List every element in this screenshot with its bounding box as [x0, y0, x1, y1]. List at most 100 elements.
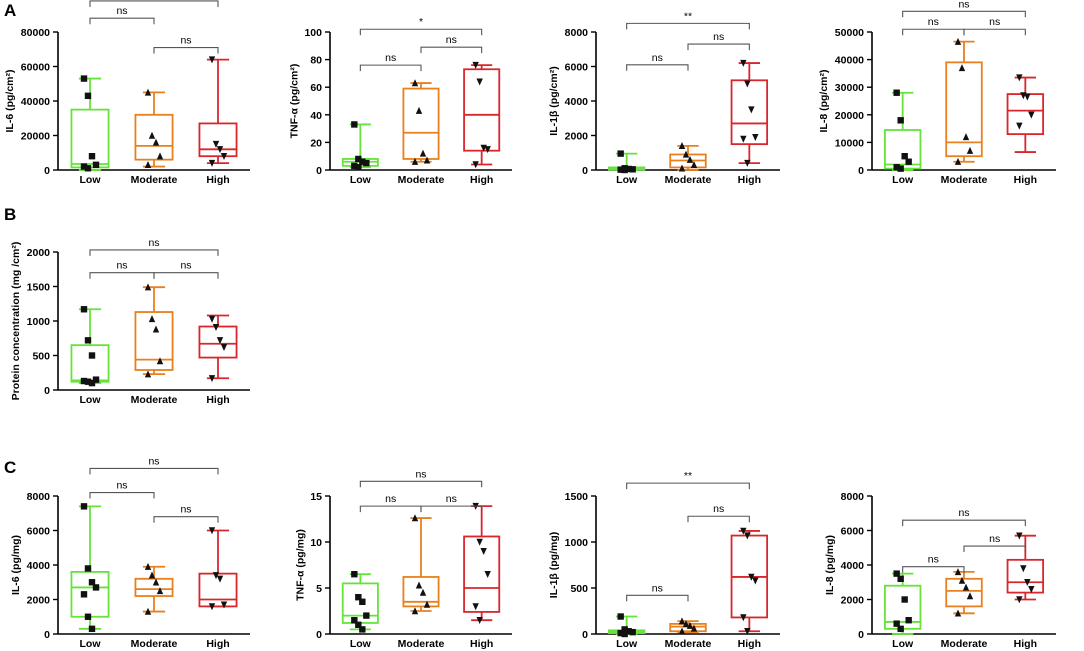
data-point-high — [476, 538, 483, 546]
y-tick-label: 1500 — [565, 491, 589, 503]
y-tick-label: 500 — [570, 583, 588, 595]
significance-label: ns — [148, 237, 159, 249]
significance-label: ns — [713, 31, 724, 43]
data-point-high — [472, 61, 479, 69]
data-point-high — [212, 140, 220, 148]
box-low — [883, 572, 922, 635]
box-iqr — [463, 535, 501, 613]
data-point-high — [208, 315, 216, 323]
data-point-moderate — [686, 621, 694, 629]
data-point-high — [208, 603, 216, 611]
panel-label: C — [4, 458, 16, 477]
box-high — [730, 62, 769, 165]
data-point-high — [744, 628, 751, 636]
y-axis-title: Protein concentration (mg /cm²) — [10, 242, 22, 401]
y-tick-label: 20000 — [835, 110, 864, 122]
data-point-low — [621, 166, 628, 174]
data-point-low — [629, 166, 636, 173]
significance-bracket — [153, 272, 219, 279]
data-point-moderate — [411, 157, 419, 165]
y-tick-label: 40000 — [835, 55, 864, 67]
box-iqr — [70, 344, 110, 383]
box-high — [1006, 76, 1045, 153]
data-point-high — [212, 324, 220, 332]
data-point-high — [1028, 585, 1035, 593]
data-point-high — [1016, 596, 1023, 604]
significance-bracket — [902, 566, 965, 573]
significance-bracket — [687, 515, 750, 523]
data-point-moderate — [156, 357, 164, 365]
data-point-high — [472, 161, 479, 169]
data-point-high — [208, 527, 216, 535]
data-point-moderate — [954, 568, 962, 576]
x-category-label: Low — [892, 638, 914, 650]
y-tick-label: 10 — [310, 537, 322, 549]
box-high — [730, 530, 769, 633]
x-category-label: Moderate — [131, 394, 178, 406]
x-category-label: High — [470, 638, 493, 650]
significance-label: ns — [180, 260, 191, 272]
box-iqr — [945, 61, 983, 158]
box-iqr — [730, 79, 769, 146]
data-point-high — [208, 159, 216, 167]
data-point-low — [92, 161, 100, 169]
box-moderate — [402, 517, 440, 612]
data-point-low — [80, 503, 88, 510]
box-iqr — [669, 622, 707, 633]
data-point-low — [905, 158, 912, 165]
chart-c1: C 0 2000 4000 6000 8000 IL-6 (pg/mg) Low Moderat… — [4, 455, 250, 650]
y-axis-title: IL-1β (pg/mg) — [548, 532, 560, 598]
x-category-label: Low — [80, 394, 102, 406]
data-point-moderate — [419, 149, 427, 157]
y-tick-label: 10000 — [835, 137, 864, 149]
y-axis-title: TNF-α (pg/cm²) — [288, 64, 300, 139]
data-point-low — [80, 591, 88, 598]
data-point-high — [744, 80, 751, 88]
data-point-moderate — [148, 571, 156, 579]
data-point-low — [359, 158, 366, 165]
x-category-label: Moderate — [941, 638, 988, 650]
x-category-label: High — [470, 174, 493, 186]
y-tick-label: 4000 — [565, 96, 589, 108]
significance-label: ns — [446, 493, 457, 505]
data-point-high — [472, 603, 479, 611]
data-point-moderate — [144, 370, 152, 378]
y-tick-label: 1000 — [27, 316, 51, 328]
box-iqr — [883, 129, 922, 170]
data-point-low — [621, 626, 628, 633]
data-point-moderate — [954, 37, 962, 45]
data-point-moderate — [144, 283, 152, 291]
significance-bracket — [420, 46, 483, 54]
data-point-moderate — [690, 161, 698, 169]
y-tick-label: 0 — [582, 629, 588, 641]
data-point-high — [1028, 111, 1035, 119]
box-low — [70, 308, 110, 385]
data-point-high — [212, 572, 220, 580]
significance-label: ns — [989, 533, 1000, 545]
box-iqr — [402, 87, 440, 160]
y-tick-label: 1000 — [565, 537, 589, 549]
data-point-moderate — [690, 624, 698, 632]
data-point-low — [80, 377, 88, 385]
data-point-high — [1016, 122, 1023, 130]
y-axis-title: IL-8 (pg/mg) — [824, 535, 836, 595]
data-point-high — [740, 135, 747, 143]
data-point-low — [617, 629, 624, 637]
data-point-moderate — [144, 88, 152, 96]
data-point-moderate — [411, 79, 419, 87]
x-category-label: Low — [616, 638, 638, 650]
y-tick-label: 80 — [310, 55, 322, 67]
chart-b1: B 0 500 1000 1500 2000 Protein concentration (… — [4, 205, 250, 406]
data-point-low — [363, 159, 370, 167]
significance-bracket — [626, 482, 750, 490]
x-category-label: Moderate — [665, 638, 712, 650]
significance-bracket — [89, 467, 219, 475]
data-point-low — [893, 620, 900, 627]
data-point-moderate — [682, 150, 690, 158]
data-point-high — [476, 78, 483, 86]
data-point-moderate — [411, 514, 419, 522]
data-point-high — [1020, 565, 1027, 573]
y-tick-label: 8000 — [27, 491, 51, 503]
data-point-low — [88, 625, 96, 633]
y-tick-label: 0 — [44, 629, 50, 641]
